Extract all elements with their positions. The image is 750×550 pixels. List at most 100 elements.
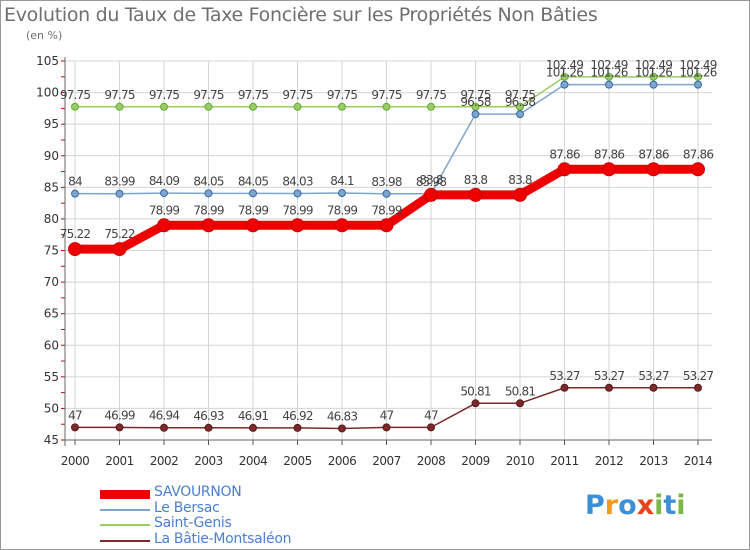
x-tick-label: 2011: [550, 454, 579, 468]
data-point: [649, 72, 658, 81]
data-label: 47: [68, 408, 82, 422]
data-point: [382, 102, 391, 111]
data-point: [382, 423, 391, 432]
data-label: 83.98: [416, 175, 447, 189]
data-label: 83.98: [371, 175, 402, 189]
data-point: [694, 383, 702, 392]
data-label: 101.26: [635, 66, 672, 80]
data-label: 97.75: [282, 88, 313, 102]
data-label: 78.99: [282, 203, 313, 217]
data-point: [68, 242, 82, 257]
data-point: [115, 102, 124, 111]
data-label: 97.75: [193, 88, 224, 102]
logo-letter: i: [676, 490, 686, 521]
data-label: 87.86: [594, 147, 625, 161]
chart-axes: 45 50 55 60 65 70 75 80 85 90 95 100 105 2000 2001 2002…: [36, 54, 713, 468]
x-tick-label: 2003: [194, 454, 223, 468]
legend-swatch: [100, 508, 150, 511]
data-label: 53.27: [594, 369, 625, 383]
data-point: [605, 383, 613, 392]
data-label: 53.27: [638, 369, 669, 383]
data-point: [471, 399, 480, 408]
data-label: 84.03: [282, 174, 313, 188]
logo-letter: i: [654, 490, 664, 521]
data-label: 96.58: [505, 95, 536, 109]
data-point: [649, 383, 658, 392]
y-tick-label: 65: [44, 307, 59, 321]
data-label: 50.81: [505, 384, 536, 398]
x-tick-label: 2006: [328, 454, 357, 468]
data-label: 101.26: [590, 66, 627, 80]
data-point: [335, 218, 349, 233]
data-point: [646, 162, 661, 177]
y-tick-label: 75: [44, 244, 59, 258]
data-point: [160, 423, 168, 432]
data-point: [290, 218, 305, 233]
data-point: [160, 102, 168, 111]
data-point: [204, 102, 213, 111]
data-label: 83.8: [419, 173, 443, 187]
legend-swatch: [100, 524, 150, 526]
y-unit-label: (en %): [26, 29, 63, 42]
data-point: [379, 218, 394, 233]
data-label: 46.99: [104, 408, 135, 422]
data-point: [560, 72, 569, 81]
y-tick-label: 90: [44, 149, 59, 163]
x-tick-label: 2008: [417, 454, 446, 468]
data-label: 47: [424, 408, 438, 422]
data-label: 83.99: [104, 175, 135, 189]
data-label: 78.99: [327, 203, 358, 217]
data-label: 97.75: [505, 88, 536, 102]
data-point: [249, 423, 257, 432]
data-point: [157, 218, 171, 233]
y-tick-label: 45: [44, 433, 59, 447]
y-tick-label: 105: [36, 54, 59, 68]
x-tick-label: 2001: [105, 454, 134, 468]
data-point: [293, 102, 302, 111]
data-label: 75.22: [104, 227, 135, 241]
data-label: 102.49: [590, 58, 627, 72]
y-tick-label: 85: [44, 180, 59, 194]
legend-label: Le Bersac: [154, 499, 220, 516]
data-label: 101.26: [679, 66, 716, 80]
data-point: [605, 80, 613, 89]
data-point: [71, 102, 79, 111]
y-tick-label: 50: [44, 401, 59, 415]
data-point: [424, 187, 438, 202]
legend-label: Saint-Genis: [154, 515, 232, 531]
data-point: [560, 383, 569, 392]
data-point: [649, 80, 658, 89]
data-label: 102.49: [546, 58, 583, 72]
chart-series: [68, 72, 705, 433]
data-point: [112, 242, 127, 257]
data-point: [694, 80, 702, 89]
data-point: [516, 399, 524, 408]
data-point: [560, 80, 569, 89]
data-point: [338, 424, 346, 433]
data-point: [338, 102, 346, 111]
logo-letter: P: [585, 490, 605, 521]
data-label: 87.86: [638, 147, 669, 161]
data-label: 97.75: [60, 88, 91, 102]
data-label: 78.99: [149, 203, 180, 217]
legend-swatch: [100, 539, 150, 542]
chart-data-labels: 97.75 97.75 97.75 97.75 97.75 97.75 97.75 97.75…: [60, 58, 718, 424]
data-point: [382, 189, 391, 198]
logo-letter: r: [604, 490, 619, 521]
data-point: [427, 423, 435, 432]
data-label: 97.75: [238, 88, 269, 102]
data-label: 84.05: [238, 174, 269, 188]
logo-letter: t: [663, 490, 677, 521]
data-label: 84.09: [149, 174, 180, 188]
y-tick-label: 100: [36, 86, 59, 100]
data-point: [602, 162, 616, 177]
data-label: 46.91: [238, 409, 269, 423]
data-point: [293, 189, 302, 198]
x-tick-label: 2005: [283, 454, 312, 468]
x-tick-label: 2009: [461, 454, 490, 468]
data-point: [468, 187, 483, 202]
data-label: 102.49: [679, 58, 716, 72]
data-label: 53.27: [683, 369, 714, 383]
data-point: [691, 162, 705, 177]
